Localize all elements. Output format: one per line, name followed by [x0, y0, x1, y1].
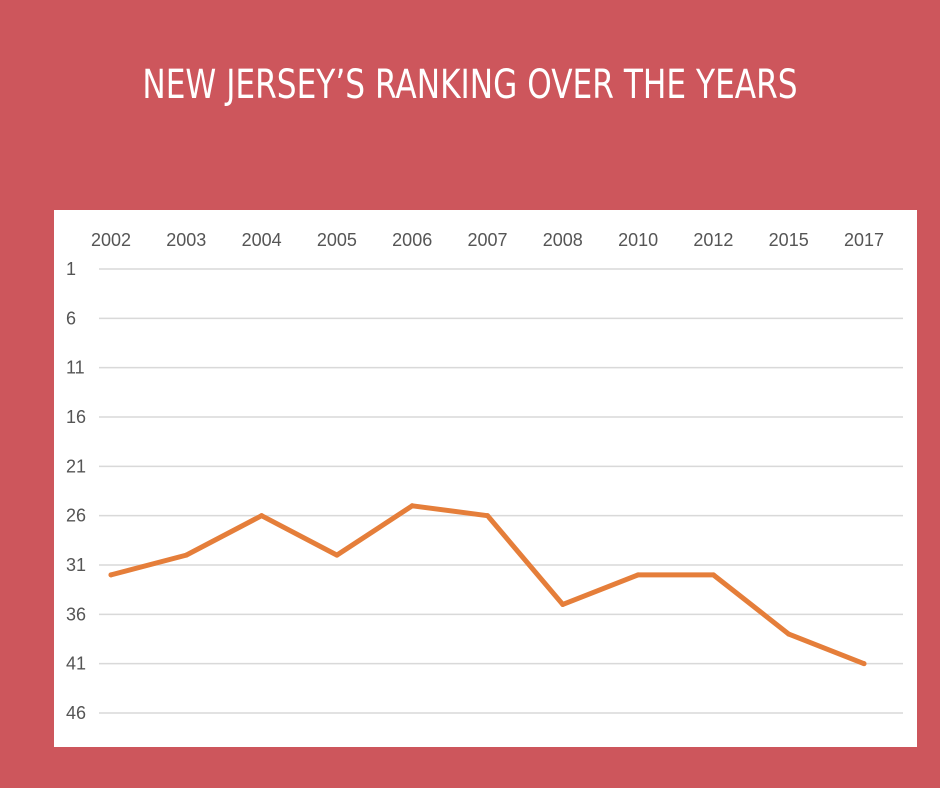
data-point-2007 — [485, 513, 490, 519]
x-tick-labels: 2002 2003 2004 2005 2006 2007 2008 2010 2012 2015… — [91, 230, 884, 250]
data-point-2004 — [259, 513, 265, 519]
series-line-0 — [108, 503, 867, 667]
data-point-2008 — [560, 601, 566, 607]
y-tick-label-11: 11 — [66, 358, 85, 378]
series-line-layer — [108, 503, 867, 667]
x-tick-label-2002: 2002 — [91, 230, 131, 250]
data-point-2003 — [183, 552, 189, 558]
y-tick-label-21: 21 — [66, 456, 86, 476]
data-point-2012 — [710, 572, 716, 578]
data-point-2017 — [861, 661, 867, 667]
y-tick-label-31: 31 — [66, 555, 86, 575]
x-tick-label-2017: 2017 — [844, 230, 884, 250]
y-tick-label-41: 41 — [66, 654, 86, 674]
y-tick-label-6: 6 — [66, 308, 76, 328]
x-tick-label-2006: 2006 — [392, 230, 432, 250]
y-tick-label-36: 36 — [66, 604, 86, 624]
grid-lines — [99, 268, 903, 714]
data-point-2005 — [334, 552, 340, 558]
data-point-2015 — [786, 631, 792, 637]
y-tick-label-1: 1 — [66, 259, 76, 279]
data-point-2006 — [409, 503, 415, 509]
data-point-2010 — [635, 572, 641, 578]
x-tick-label-2015: 2015 — [769, 230, 809, 250]
y-tick-label-16: 16 — [66, 407, 86, 427]
y-tick-label-46: 46 — [66, 703, 86, 723]
x-tick-label-2007: 2007 — [467, 230, 507, 250]
x-tick-label-2005: 2005 — [317, 230, 357, 250]
x-tick-label-2012: 2012 — [693, 230, 733, 250]
x-tick-label-2008: 2008 — [543, 230, 583, 250]
y-tick-label-26: 26 — [66, 506, 86, 526]
x-tick-label-2004: 2004 — [242, 230, 282, 250]
x-tick-label-2010: 2010 — [618, 230, 658, 250]
x-tick-label-2003: 2003 — [166, 230, 206, 250]
page-title: NEW JERSEY’S RANKING OVER THE YEARS — [142, 62, 798, 108]
chart-card: 1 6 11 16 21 26 31 36 41 46 2002 2003 2004 2005 2006 2… — [54, 210, 917, 747]
data-point-2002 — [108, 572, 114, 578]
